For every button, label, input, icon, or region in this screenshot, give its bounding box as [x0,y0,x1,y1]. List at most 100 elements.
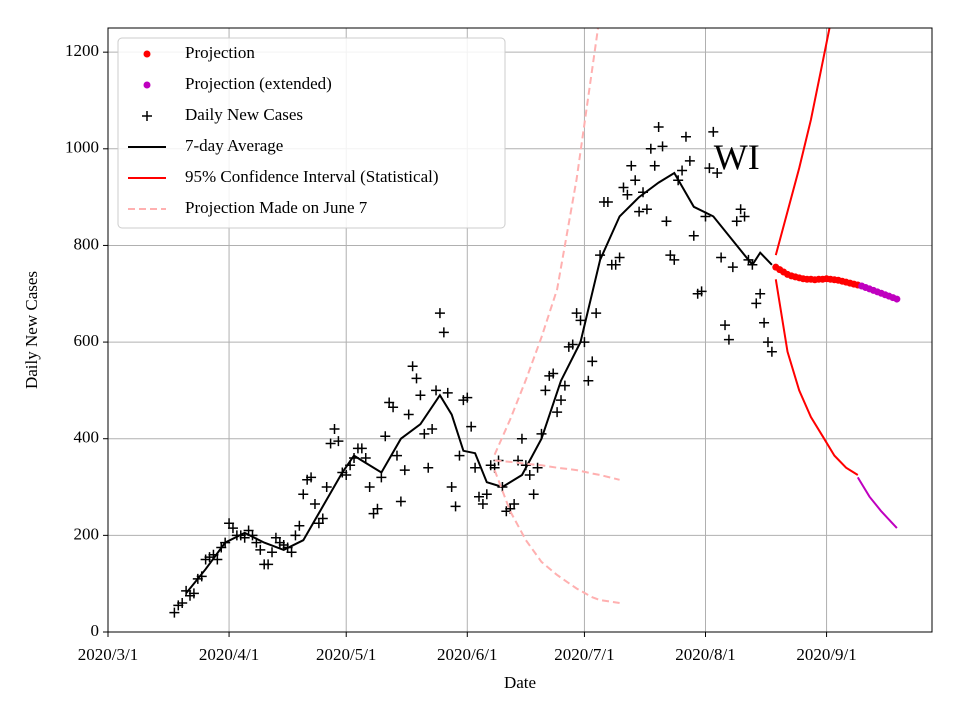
daily-point [720,320,731,331]
legend-label: Projection Made on June 7 [185,198,368,217]
daily-point [630,175,641,186]
y-tick-label: 1000 [65,138,99,157]
daily-point [391,450,402,461]
daily-point [477,498,488,509]
daily-point [661,216,672,227]
daily-point [688,230,699,241]
daily-point [325,438,336,449]
daily-point [528,489,539,500]
axes-frame [107,27,933,633]
daily-point [267,547,278,558]
daily-point [751,298,762,309]
daily-point [399,465,410,476]
daily-point [641,204,652,215]
line [185,171,773,594]
x-tick-label: 2020/4/1 [199,645,259,664]
daily-point [575,315,586,326]
daily-point [653,122,664,133]
y-tick-label: 600 [74,331,100,350]
daily-point [766,346,777,357]
x-tick-label: 2020/5/1 [316,645,376,664]
daily-point [559,380,570,391]
daily-point [415,390,426,401]
daily-point [626,160,637,171]
daily-point [333,436,344,447]
daily-point [473,491,484,502]
daily-point [212,554,223,565]
daily-point [481,489,492,500]
daily-point [372,503,383,514]
legend-marker [143,50,151,58]
daily-point [723,334,734,345]
y-tick-label: 200 [74,524,100,543]
line [774,28,831,256]
x-tick-label: 2020/8/1 [675,645,735,664]
line [493,28,600,456]
line [774,279,859,476]
daily-point [446,482,457,493]
y-tick-label: 800 [74,234,100,253]
daily-point [622,189,633,200]
line [856,476,898,529]
daily-point [571,308,582,319]
daily-point [567,339,578,350]
daily-point [169,607,180,618]
daily-point [321,482,332,493]
daily-point [610,259,621,270]
daily-point [423,462,434,473]
daily-point [532,462,543,473]
daily-point [306,472,317,483]
daily-point [309,498,320,509]
daily-point [583,375,594,386]
annotation: WI [714,137,760,177]
daily-point [712,167,723,178]
daily-point [407,361,418,372]
daily-point [540,385,551,396]
daily-point [341,469,352,480]
x-tick-label: 2020/3/1 [78,645,138,664]
daily-point [591,308,602,319]
daily-point [684,155,695,166]
daily-point [708,126,719,137]
daily-point [255,544,266,555]
daily-point [696,286,707,297]
daily-point [462,392,473,403]
daily-point [188,588,199,599]
projection-dot [893,295,901,303]
daily-point [735,204,746,215]
legend-label: 95% Confidence Interval (Statistical) [185,167,439,186]
daily-point [450,501,461,512]
legend-label: Projection [185,43,255,62]
daily-point [364,482,375,493]
y-tick-label: 400 [74,428,100,447]
x-tick-label: 2020/7/1 [554,645,614,664]
x-axis-label: Date [504,673,536,692]
daily-point [419,428,430,439]
daily-point [427,424,438,435]
daily-point [727,262,738,273]
legend-label: Daily New Cases [185,105,303,124]
daily-point [438,327,449,338]
daily-point [470,462,481,473]
daily-point [524,469,535,480]
daily-point [227,523,238,534]
legend-marker [143,81,151,89]
daily-point [645,143,656,154]
daily-point [614,252,625,263]
daily-point [634,206,645,217]
daily-point [602,196,613,207]
ticks: 0 200 400 600 800 1000 1200 2020/3/1 2020/4/1 202… [65,41,857,664]
y-axis-label: Daily New Cases [22,271,41,389]
daily-point [509,498,520,509]
daily-point [294,520,305,531]
daily-point [442,387,453,398]
legend-marker [142,111,152,121]
daily-point [360,453,371,464]
daily-point [759,317,770,328]
daily-point [657,141,668,152]
daily-point [395,496,406,507]
legend-label: Projection (extended) [185,74,332,93]
daily-point [587,356,598,367]
plot: WI [169,28,901,618]
